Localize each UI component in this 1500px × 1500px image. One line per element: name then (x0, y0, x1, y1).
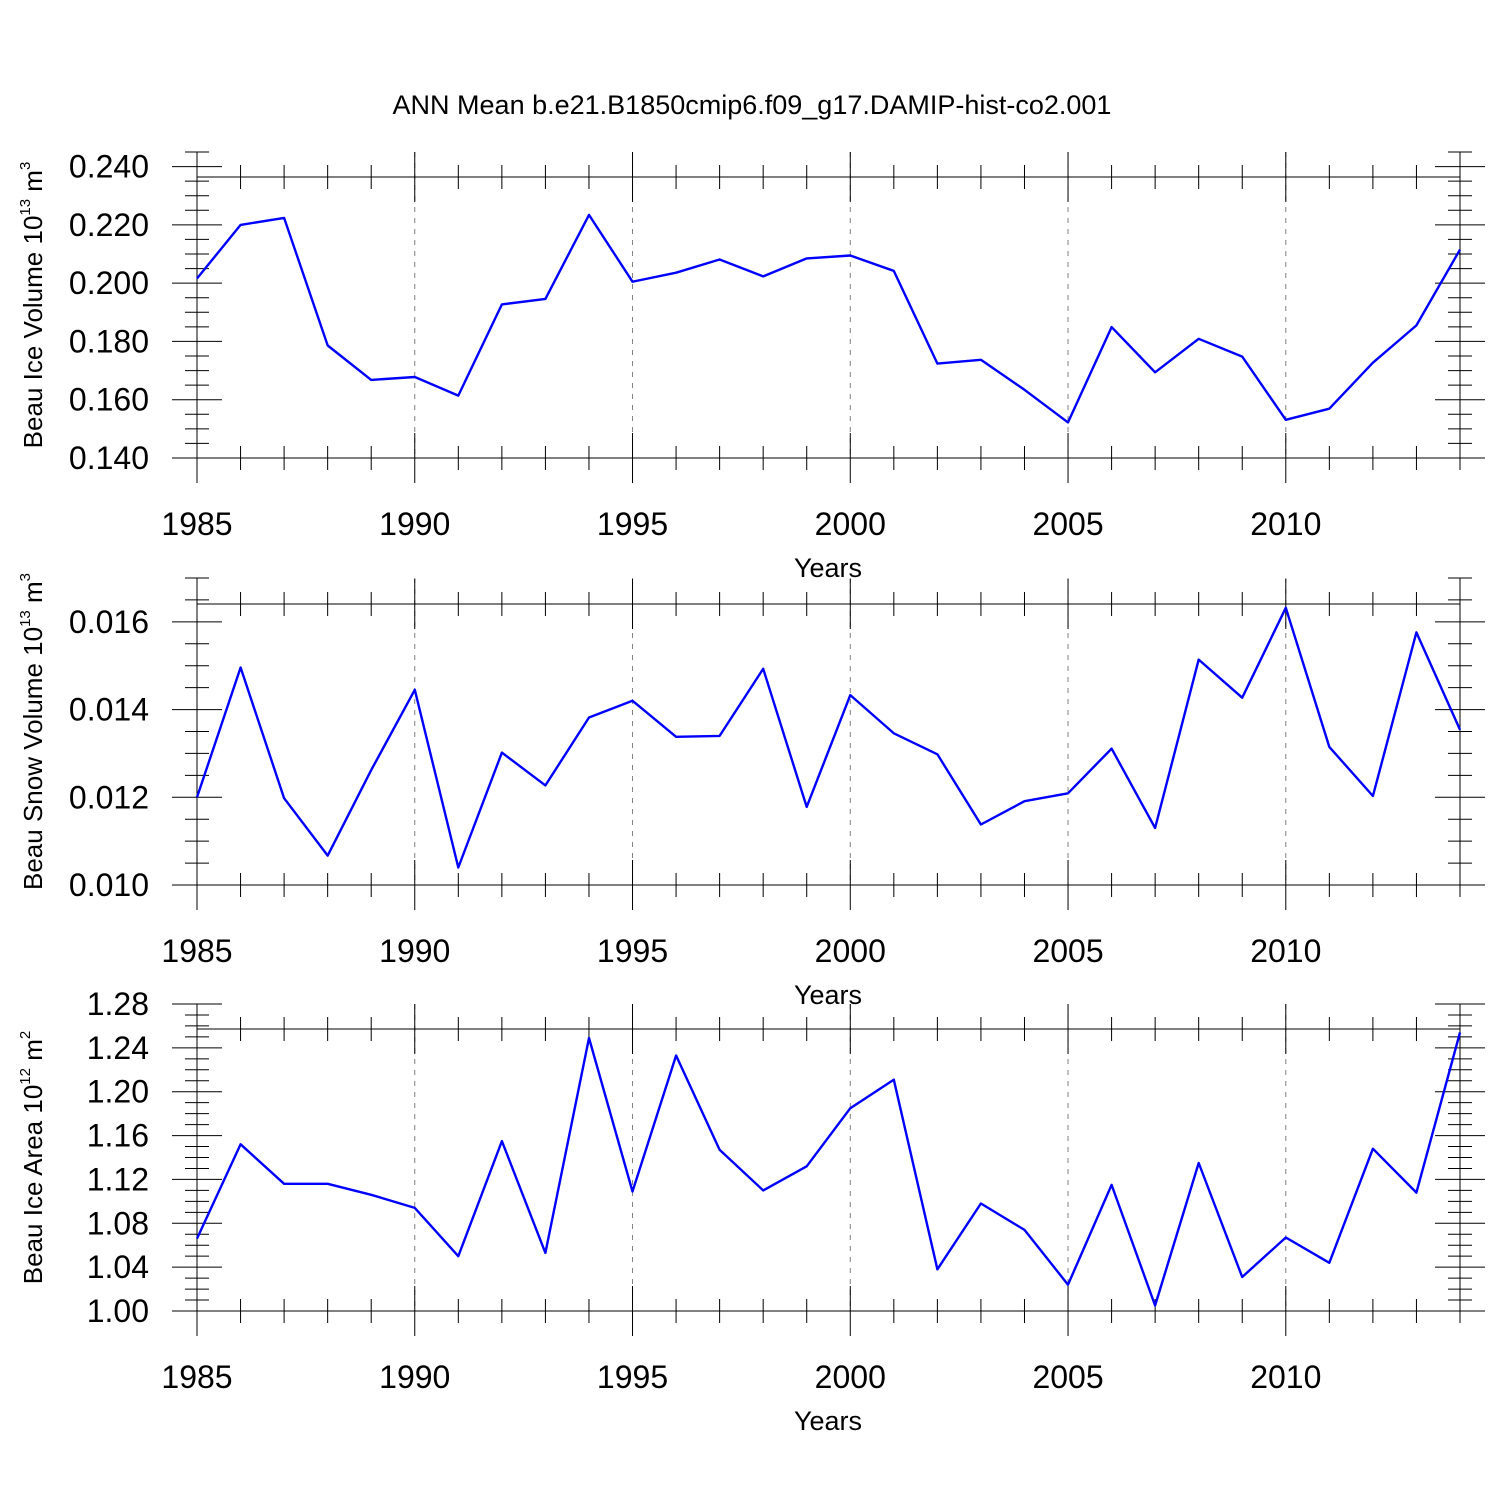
snow-volume-y-tick-label: 0.014 (69, 692, 149, 728)
snow-volume-y-axis-title-part: m (18, 581, 48, 610)
ice-volume-y-tick-label: 0.180 (69, 323, 149, 359)
ice-volume-x-tick-label: 2005 (1032, 506, 1103, 542)
ice-area-x-tick-label: 1985 (161, 1359, 232, 1395)
ice-area-series-line (195, 1032, 1462, 1307)
snow-volume-x-tick-label: 2005 (1032, 933, 1103, 969)
ice-area-y-tick-label: 1.08 (87, 1205, 149, 1241)
snow-volume-y-axis-title-part: 3 (17, 573, 34, 581)
ice-area-y-axis-title-part: m (18, 1039, 48, 1068)
ice-volume-y-axis-title-part: m (18, 170, 48, 199)
ice-volume-y-axis-title: Beau Ice Volume 1013 m3 (17, 162, 48, 449)
ice-area-y-tick-label: 1.24 (87, 1030, 149, 1066)
ice-area-y-axis-title: Beau Ice Area 1012 m2 (17, 1031, 48, 1284)
snow-volume-x-axis-title: Years (794, 980, 862, 1010)
ice-volume-y-tick-label: 0.200 (69, 265, 149, 301)
snow-volume-x-tick-label: 2000 (815, 933, 886, 969)
ice-area-y-tick-label: 1.12 (87, 1161, 149, 1197)
ice-area-y-axis-title-part: 2 (17, 1031, 34, 1039)
snow-volume-y-tick-label: 0.010 (69, 867, 149, 903)
snow-volume-panel: 0.010 0.012 0.014 0.016 1985 1990 1995 2000 2005… (17, 573, 1485, 1010)
ice-area-y-axis-title-part: Beau Ice Area 10 (18, 1085, 48, 1284)
ice-area-y-tick-label: 1.00 (87, 1293, 149, 1329)
snow-volume-x-tick-label: 1985 (161, 933, 232, 969)
ice-volume-y-axis-title-part: 13 (17, 199, 34, 216)
ice-area-x-tick-label: 1990 (379, 1359, 450, 1395)
ice-area-y-tick-label: 1.28 (87, 986, 149, 1022)
snow-volume-y-axis-title: Beau Snow Volume 1013 m3 (17, 573, 48, 890)
snow-volume-x-tick-label: 1995 (597, 933, 668, 969)
ice-volume-y-tick-label: 0.160 (69, 382, 149, 418)
snow-volume-y-axis-title-part: Beau Snow Volume 10 (18, 627, 48, 890)
snow-volume-series-line (195, 606, 1462, 869)
ice-volume-x-axis-title: Years (794, 553, 862, 583)
ice-area-y-tick-label: 1.16 (87, 1118, 149, 1154)
ice-volume-x-tick-label: 1985 (161, 506, 232, 542)
ice-volume-x-tick-label: 2010 (1250, 506, 1321, 542)
ice-volume-x-tick-label: 1995 (597, 506, 668, 542)
snow-volume-y-tick-label: 0.016 (69, 604, 149, 640)
snow-volume-x-tick-label: 1990 (379, 933, 450, 969)
ice-volume-series-line (196, 213, 1462, 424)
ice-area-panel: 1.00 1.04 1.08 1.12 1.16 1.20 1.24 1.28 1985 1990… (17, 986, 1485, 1436)
ice-volume-y-tick-label: 0.220 (69, 207, 149, 243)
ice-area-x-tick-label: 2005 (1032, 1359, 1103, 1395)
snow-volume-y-tick-label: 0.012 (69, 779, 149, 815)
ice-volume-y-axis-title-part: 3 (17, 162, 34, 170)
ice-volume-x-tick-label: 1990 (379, 506, 450, 542)
figure-title: ANN Mean b.e21.B1850cmip6.f09_g17.DAMIP-… (393, 90, 1112, 120)
ice-area-y-tick-label: 1.04 (87, 1249, 149, 1285)
ice-volume-y-axis-title-part: Beau Ice Volume 10 (18, 216, 48, 449)
snow-volume-y-axis-title-part: 13 (17, 610, 34, 627)
ice-volume-y-tick-label: 0.140 (69, 440, 149, 476)
ice-volume-y-tick-label: 0.240 (69, 149, 149, 185)
ice-area-y-axis-title-part: 12 (17, 1068, 34, 1085)
ice-area-y-tick-label: 1.20 (87, 1074, 149, 1110)
snow-volume-x-tick-label: 2010 (1250, 933, 1321, 969)
ice-area-x-tick-label: 2010 (1250, 1359, 1321, 1395)
ice-volume-x-tick-label: 2000 (815, 506, 886, 542)
ice-area-x-axis-title: Years (794, 1406, 862, 1436)
ice-area-x-tick-label: 2000 (815, 1359, 886, 1395)
ice-area-x-tick-label: 1995 (597, 1359, 668, 1395)
